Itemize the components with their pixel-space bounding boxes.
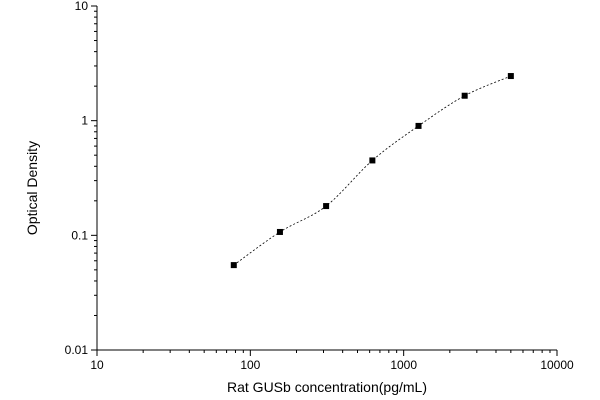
data-points xyxy=(230,73,514,269)
y-tick-label: 10 xyxy=(75,0,89,13)
data-point xyxy=(230,262,237,269)
plot-axes xyxy=(96,6,557,351)
data-point xyxy=(461,92,468,99)
x-axis-ticks: 10 100 1000 10000 xyxy=(90,350,574,372)
y-axis-ticks: 0.01 0.1 1 10 xyxy=(65,0,97,357)
y-tick-label: 1 xyxy=(81,114,88,128)
x-axis-label: Rat GUSb concentration(pg/mL) xyxy=(227,379,427,395)
data-point xyxy=(507,73,514,80)
data-point xyxy=(276,228,283,235)
data-point xyxy=(369,157,376,164)
x-tick-label: 1000 xyxy=(390,358,417,372)
y-tick-label: 0.1 xyxy=(71,228,88,242)
x-tick-label: 100 xyxy=(240,358,260,372)
y-tick-label: 0.01 xyxy=(65,343,89,357)
fit-curve xyxy=(233,75,511,266)
x-tick-label: 10 xyxy=(90,358,104,372)
data-point xyxy=(415,122,422,129)
x-tick-label: 10000 xyxy=(540,358,574,372)
y-axis-label: Optical Density xyxy=(24,141,40,235)
data-point xyxy=(323,203,330,210)
